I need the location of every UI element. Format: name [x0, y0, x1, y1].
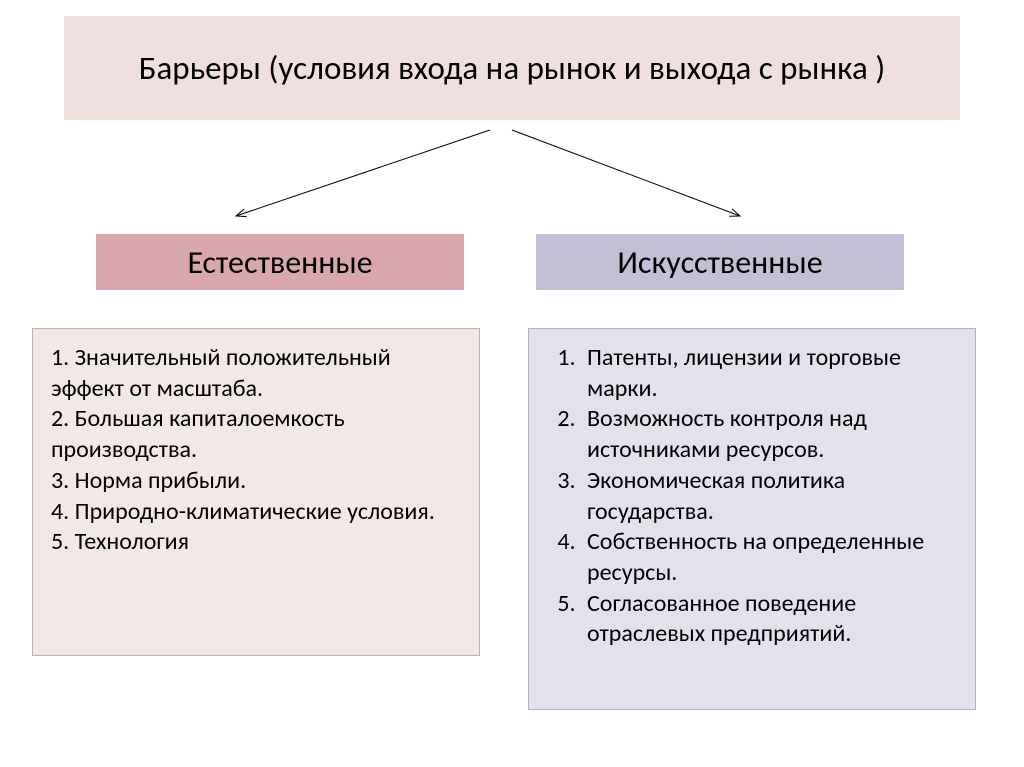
category-natural-label: Естественные: [187, 243, 372, 282]
detail-artificial-box: Патенты, лицензии и торговые марки. Возм…: [528, 328, 976, 710]
artificial-item: Согласованное поведение отраслевых предп…: [581, 589, 959, 650]
artificial-item: Собственность на определенные ресурсы.: [581, 527, 959, 588]
detail-natural-box: 1. Значительный положительный эффект от …: [32, 328, 480, 656]
category-artificial-label: Искусственные: [617, 243, 822, 282]
title-box: Барьеры (условия входа на рынок и выхода…: [64, 16, 960, 120]
natural-item: 4. Природно-климатические условия.: [51, 497, 463, 528]
category-natural: Естественные: [96, 234, 464, 290]
artificial-item: Возможность контроля над источниками рес…: [581, 404, 959, 465]
natural-item: 1. Значительный положительный эффект от …: [51, 343, 463, 404]
natural-item: 2. Большая капиталоемкость производства.: [51, 404, 463, 465]
natural-item: 5. Технология: [51, 527, 463, 558]
artificial-item: Патенты, лицензии и торговые марки.: [581, 343, 959, 404]
category-artificial: Искусственные: [536, 234, 904, 290]
natural-item: 3. Норма прибыли.: [51, 466, 463, 497]
title-text: Барьеры (условия входа на рынок и выхода…: [139, 47, 885, 90]
artificial-item: Экономическая политика государства.: [581, 466, 959, 527]
